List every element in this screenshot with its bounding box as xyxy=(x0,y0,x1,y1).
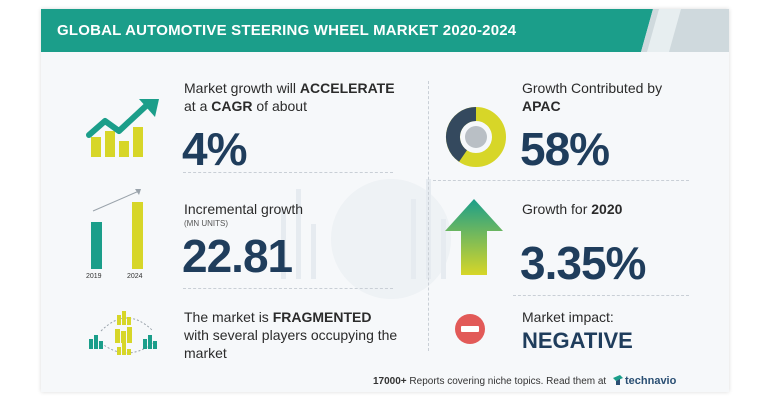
footer-count: 17000+ xyxy=(373,376,407,387)
apac-value: 58% xyxy=(520,123,610,175)
impact-label: Market impact: xyxy=(522,309,614,325)
incremental-units: (MN UNITS) xyxy=(184,219,228,228)
bar-label-2024: 2024 xyxy=(127,273,143,280)
growth-2020-label: Growth for 2020 xyxy=(522,201,623,217)
bar-label-2019: 2019 xyxy=(86,273,102,280)
growth-2020-value: 3.35% xyxy=(520,237,646,289)
footer: 17000+ Reports covering niche topics. Re… xyxy=(373,375,676,387)
left-divider-1 xyxy=(183,172,393,173)
donut-chart-icon xyxy=(445,106,506,167)
growth-value: 4% xyxy=(182,123,247,175)
market-text: The market is FRAGMENTED with several pl… xyxy=(184,309,398,361)
bar-comparison-icon xyxy=(91,189,143,269)
footer-text: Reports covering niche topics. Read them… xyxy=(406,376,607,387)
impact-value: NEGATIVE xyxy=(522,328,633,353)
incremental-value: 22.81 xyxy=(182,230,293,282)
infographic-card: GLOBAL AUTOMOTIVE STEERING WHEEL MARKET … xyxy=(41,9,729,392)
fragmented-market-icon xyxy=(89,311,157,355)
minus-circle-icon xyxy=(455,314,485,344)
technavio-logo-icon xyxy=(612,375,623,385)
right-divider-2 xyxy=(513,295,689,296)
up-arrow-icon xyxy=(445,199,503,275)
footer-brand-link[interactable]: technavio xyxy=(624,375,677,387)
page-title: GLOBAL AUTOMOTIVE STEERING WHEEL MARKET … xyxy=(57,22,517,39)
growth-chart-icon xyxy=(86,99,159,157)
growth-lead-text: Market growth will ACCELERATE at a CAGR … xyxy=(184,80,395,114)
incremental-label: Incremental growth xyxy=(184,201,304,217)
left-divider-2 xyxy=(183,288,393,289)
right-divider-1 xyxy=(433,180,689,181)
apac-text: Growth Contributed by APAC xyxy=(522,80,663,114)
header-banner xyxy=(41,9,729,52)
center-divider xyxy=(428,81,429,351)
